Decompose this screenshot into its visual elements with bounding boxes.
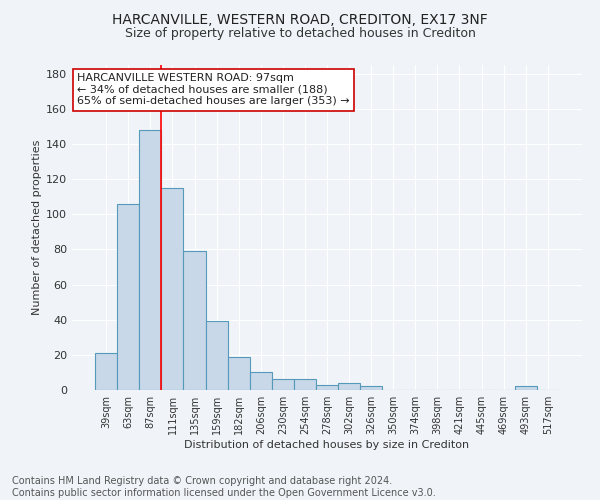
Bar <box>294 380 316 390</box>
Bar <box>316 384 338 390</box>
Bar <box>117 204 139 390</box>
Bar <box>272 380 294 390</box>
Bar <box>250 372 272 390</box>
Bar <box>139 130 161 390</box>
Bar <box>184 251 206 390</box>
Text: HARCANVILLE WESTERN ROAD: 97sqm
← 34% of detached houses are smaller (188)
65% o: HARCANVILLE WESTERN ROAD: 97sqm ← 34% of… <box>77 73 350 106</box>
Bar <box>227 356 250 390</box>
Y-axis label: Number of detached properties: Number of detached properties <box>32 140 42 315</box>
Bar <box>338 383 360 390</box>
Text: HARCANVILLE, WESTERN ROAD, CREDITON, EX17 3NF: HARCANVILLE, WESTERN ROAD, CREDITON, EX1… <box>112 12 488 26</box>
Text: Contains HM Land Registry data © Crown copyright and database right 2024.
Contai: Contains HM Land Registry data © Crown c… <box>12 476 436 498</box>
X-axis label: Distribution of detached houses by size in Crediton: Distribution of detached houses by size … <box>184 440 470 450</box>
Bar <box>95 353 117 390</box>
Bar <box>161 188 184 390</box>
Text: Size of property relative to detached houses in Crediton: Size of property relative to detached ho… <box>125 28 475 40</box>
Bar <box>360 386 382 390</box>
Bar <box>206 322 227 390</box>
Bar <box>515 386 537 390</box>
